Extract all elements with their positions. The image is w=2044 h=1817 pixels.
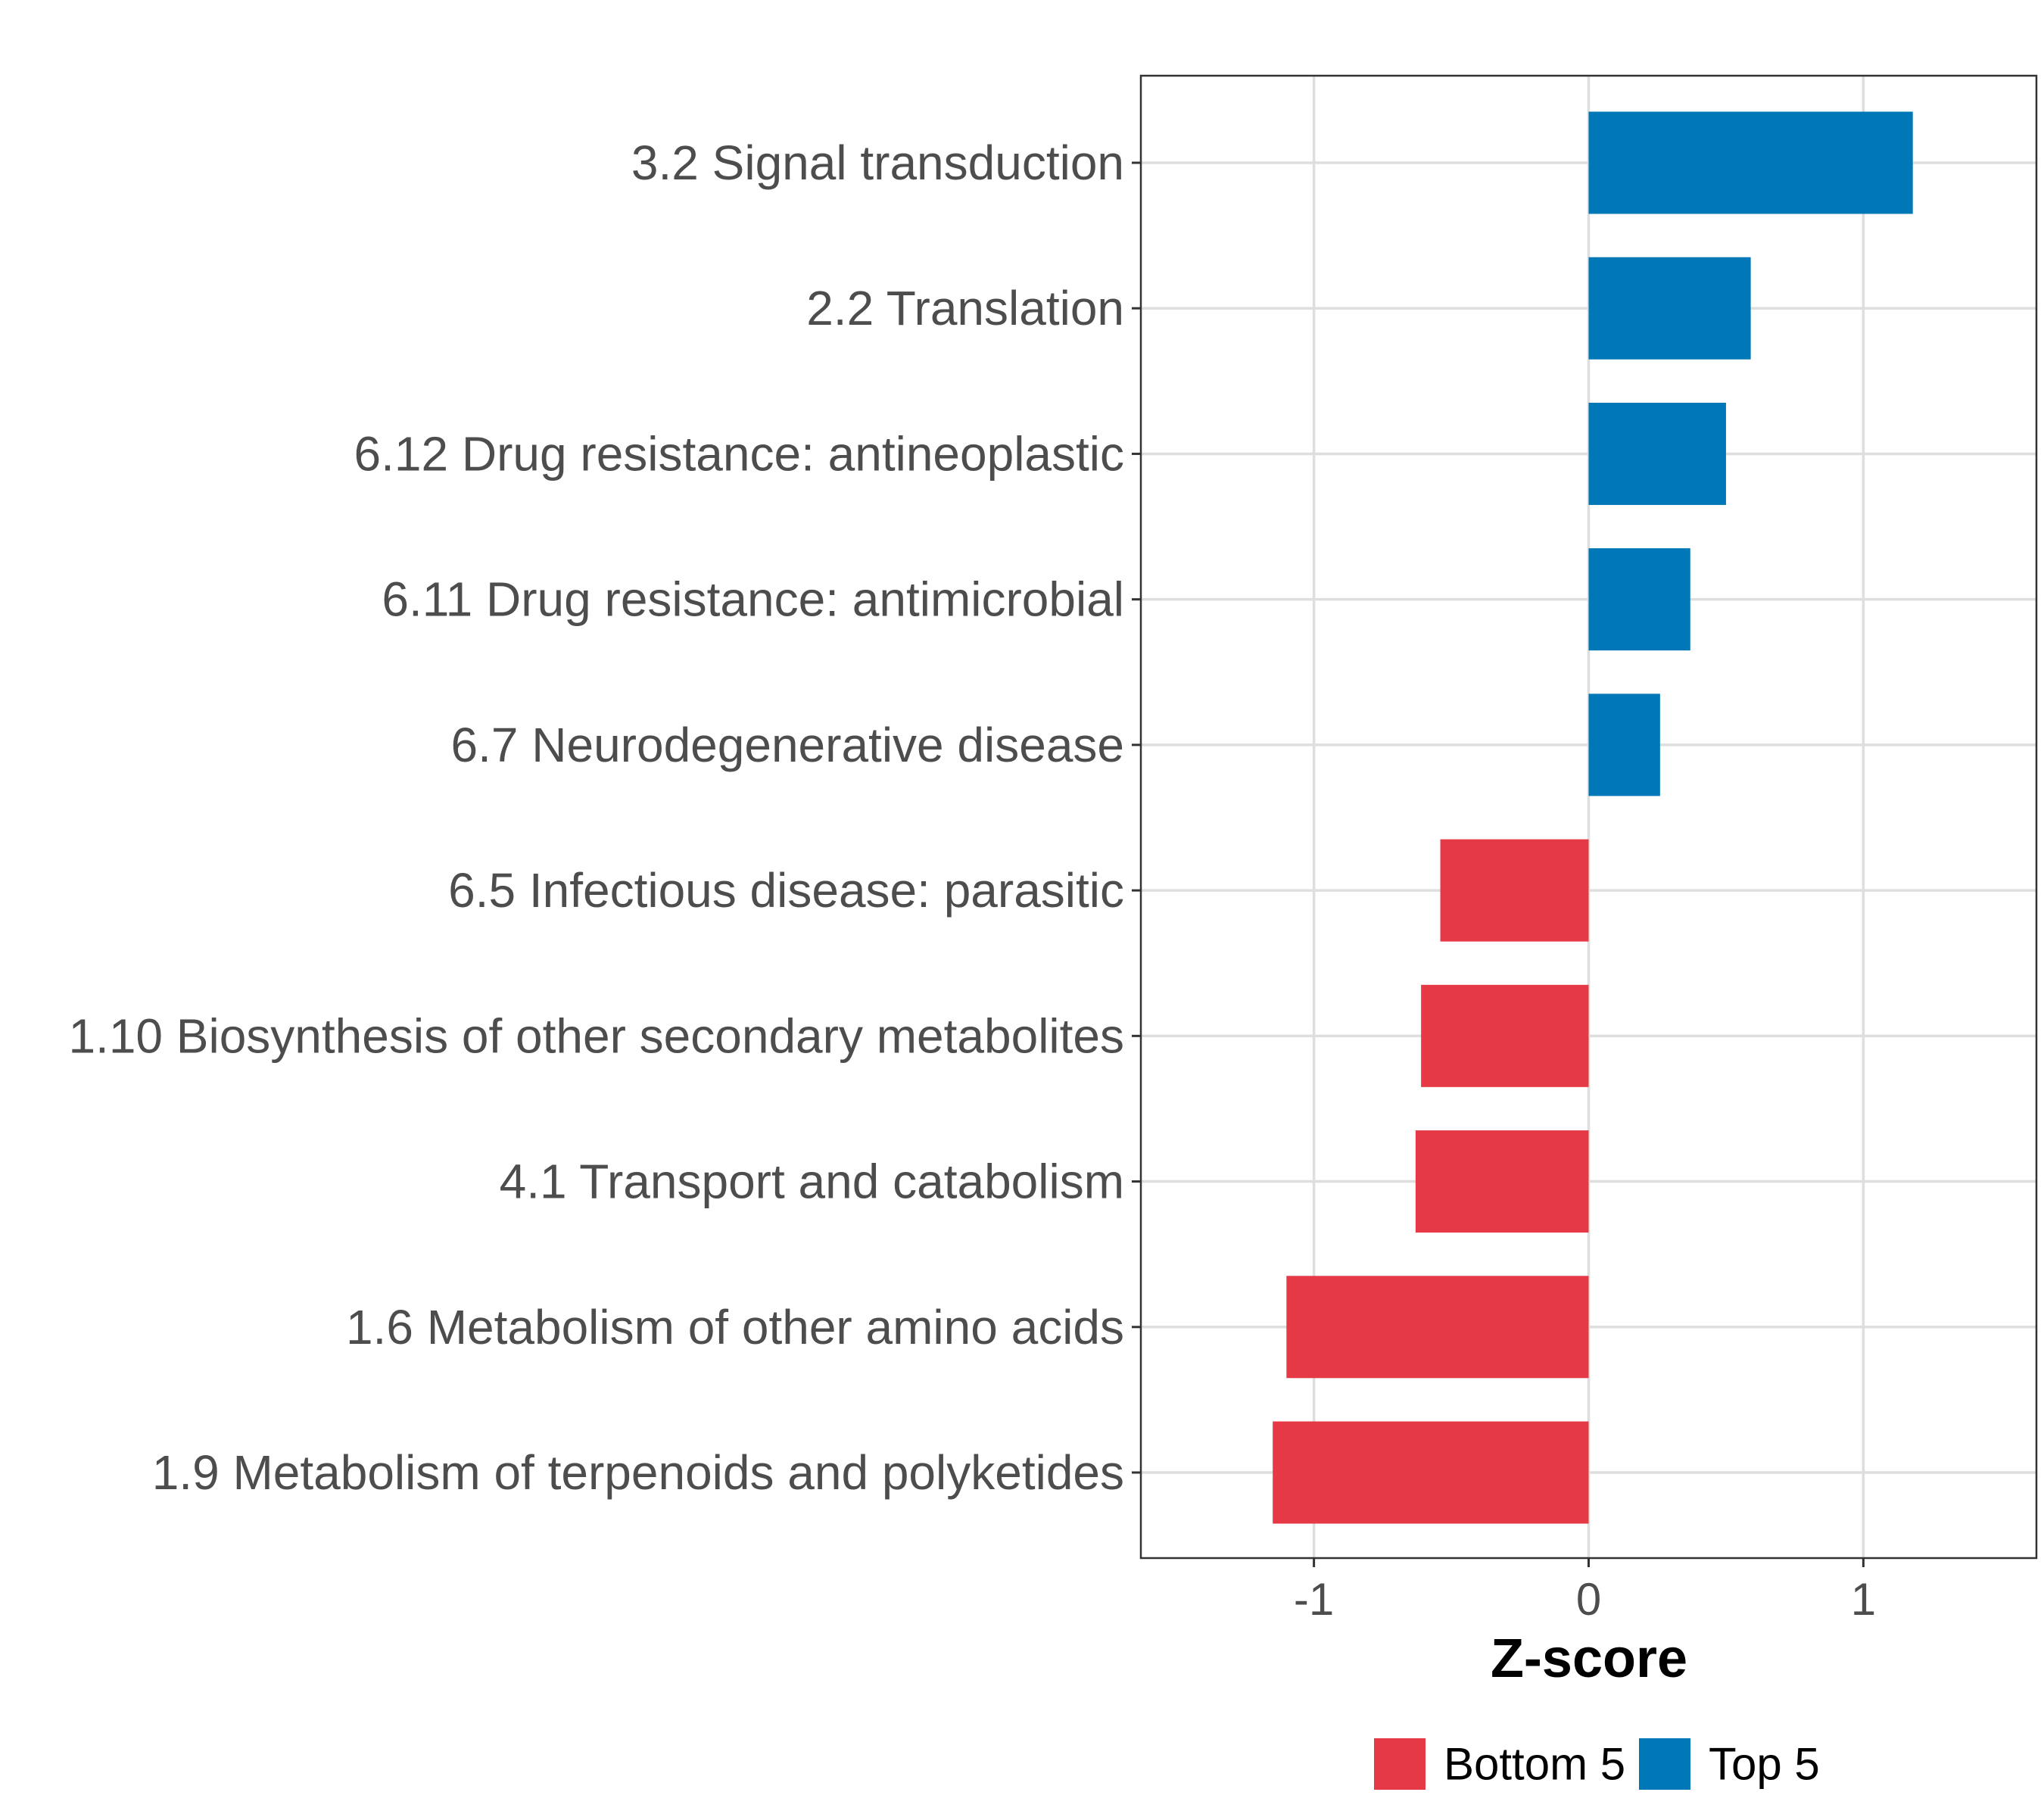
- legend-label: Top 5: [1709, 1739, 1820, 1790]
- bar-top-1: [1588, 111, 1913, 214]
- category-label: 4.1 Transport and catabolism: [500, 1155, 1124, 1209]
- bar-bottom-6: [1440, 839, 1589, 942]
- bar-bottom-10: [1273, 1421, 1589, 1524]
- legend-label: Bottom 5: [1444, 1739, 1625, 1790]
- legend-swatch: [1639, 1738, 1690, 1790]
- bar-top-3: [1588, 402, 1726, 505]
- category-label: 1.10 Biosynthesis of other secondary met…: [68, 1008, 1124, 1063]
- bar-top-2: [1588, 257, 1751, 360]
- category-label: 6.7 Neurodegenerative disease: [451, 718, 1125, 772]
- category-label: 6.11 Drug resistance: antimicrobial: [382, 572, 1124, 627]
- category-label: 1.6 Metabolism of other amino acids: [346, 1300, 1124, 1354]
- legend-item-bottom-5: Bottom 5: [1374, 1738, 1625, 1790]
- legend: Bottom 5 Top 5: [1374, 1738, 1820, 1790]
- legend-item-top-5: Top 5: [1639, 1738, 1820, 1790]
- x-tick-label: 1: [1851, 1574, 1876, 1625]
- bar-bottom-9: [1286, 1276, 1589, 1379]
- y-axis: 3.2 Signal transduction 2.2 Translation 6.…: [68, 136, 1141, 1500]
- category-label: 6.12 Drug resistance: antineoplastic: [354, 426, 1124, 481]
- bar-top-5: [1588, 693, 1660, 796]
- x-axis-title: Z-score: [1491, 1628, 1687, 1689]
- bar-bottom-8: [1415, 1130, 1589, 1233]
- category-label: 6.5 Infectious disease: parasitic: [448, 863, 1124, 918]
- x-axis: -1 0 1: [1294, 1558, 1876, 1625]
- x-tick-label: 0: [1576, 1574, 1601, 1625]
- category-label: 2.2 Translation: [806, 281, 1124, 335]
- x-tick-label: -1: [1294, 1574, 1334, 1625]
- bar-top-4: [1588, 548, 1690, 651]
- legend-swatch: [1374, 1738, 1426, 1790]
- category-label: 3.2 Signal transduction: [631, 136, 1124, 190]
- bar-bottom-7: [1421, 984, 1589, 1087]
- category-label: 1.9 Metabolism of terpenoids and polyket…: [152, 1445, 1124, 1500]
- bars: [1273, 111, 1913, 1524]
